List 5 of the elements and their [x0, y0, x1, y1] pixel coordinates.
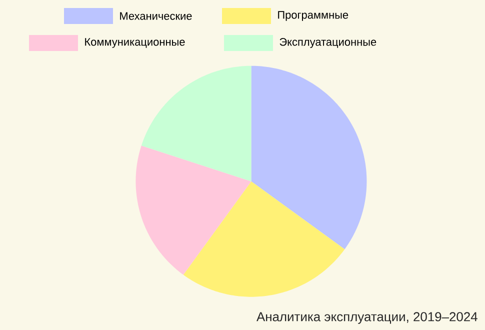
legend-label: Механические	[120, 12, 192, 20]
legend-label: Программные	[278, 11, 348, 21]
legend-label: Коммуникационные	[85, 38, 185, 48]
legend-label: Эксплуатационные	[280, 38, 376, 48]
text: Аналитика эксплуатации, 2019–2024	[256, 312, 478, 324]
